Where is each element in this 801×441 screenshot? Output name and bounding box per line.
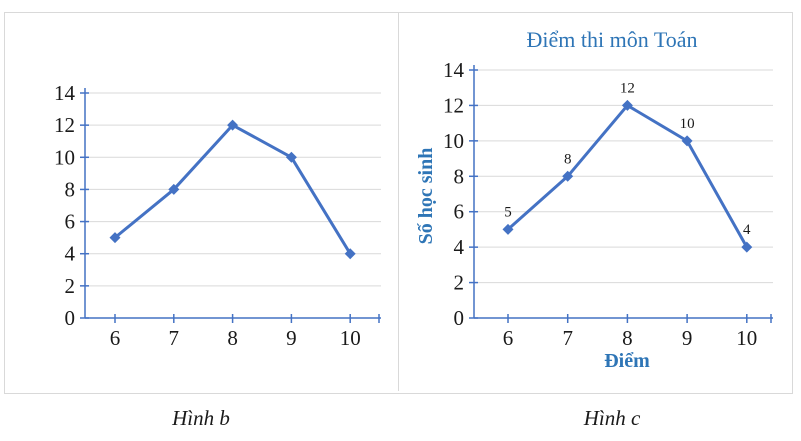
data-point-marker [681, 135, 693, 147]
y-tick-label: 4 [65, 242, 76, 266]
y-tick-label: 4 [454, 235, 465, 259]
data-point-marker [285, 151, 297, 163]
y-axis-title: Số học sinh [415, 148, 437, 245]
data-point-marker [621, 99, 633, 111]
y-tick-label: 10 [54, 145, 75, 169]
y-tick-label: 0 [454, 306, 465, 330]
data-point-marker [344, 248, 356, 260]
chart-c-cell: 0 2 4 6 8 10 12 14 6 7 8 9 10 5 8 12 10 4 Điểm thi môn Toá… [399, 13, 791, 391]
x-tick-label: 6 [503, 326, 514, 350]
chart-title: Điểm thi môn Toán [527, 27, 698, 52]
y-tick-label: 6 [454, 200, 465, 224]
data-point-marker [741, 241, 753, 253]
data-label: 12 [620, 80, 635, 96]
caption-hinh-b: Hình b [172, 406, 230, 430]
caption-hinh-c: Hình c [583, 406, 641, 430]
y-tick-label: 6 [65, 210, 76, 234]
y-tick-label: 0 [65, 306, 76, 330]
charts-panel: 0 2 4 6 8 10 12 14 6 7 8 9 10 0 2 4 6 8 10 12 14 6 7 8 9 10 5 8 12 1… [4, 12, 793, 394]
data-label: 10 [680, 116, 695, 132]
data-point-marker [562, 170, 574, 182]
x-tick-label: 9 [682, 326, 693, 350]
chart-c: 0 2 4 6 8 10 12 14 6 7 8 9 10 5 8 12 10 4 Điểm thi môn Toá… [415, 27, 773, 372]
y-tick-label: 2 [65, 274, 76, 298]
panel-divider [398, 13, 399, 391]
chart-b-cell: 0 2 4 6 8 10 12 14 6 7 8 9 10 [5, 13, 398, 391]
chart-b: 0 2 4 6 8 10 12 14 6 7 8 9 10 [54, 81, 381, 350]
data-label: 8 [564, 151, 572, 167]
y-tick-label: 8 [65, 177, 76, 201]
data-label: 5 [504, 204, 512, 220]
x-tick-label: 9 [286, 326, 297, 350]
data-label: 4 [743, 222, 751, 238]
x-tick-label: 7 [169, 326, 180, 350]
x-tick-label: 10 [736, 326, 757, 350]
x-tick-label: 7 [562, 326, 573, 350]
data-point-marker [227, 119, 239, 131]
data-point-marker [168, 183, 180, 195]
y-tick-label: 12 [443, 93, 464, 117]
x-tick-label: 8 [227, 326, 238, 350]
x-tick-label: 6 [110, 326, 121, 350]
y-tick-label: 12 [54, 113, 75, 137]
data-point-marker [109, 232, 121, 244]
x-tick-label: 10 [340, 326, 361, 350]
y-tick-label: 14 [54, 81, 76, 105]
x-axis-title: Điểm [604, 350, 650, 372]
y-tick-label: 8 [454, 164, 465, 188]
x-tick-label: 8 [622, 326, 633, 350]
y-tick-label: 2 [454, 271, 465, 295]
y-tick-label: 14 [443, 58, 465, 82]
data-point-marker [502, 223, 514, 235]
y-tick-label: 10 [443, 129, 464, 153]
